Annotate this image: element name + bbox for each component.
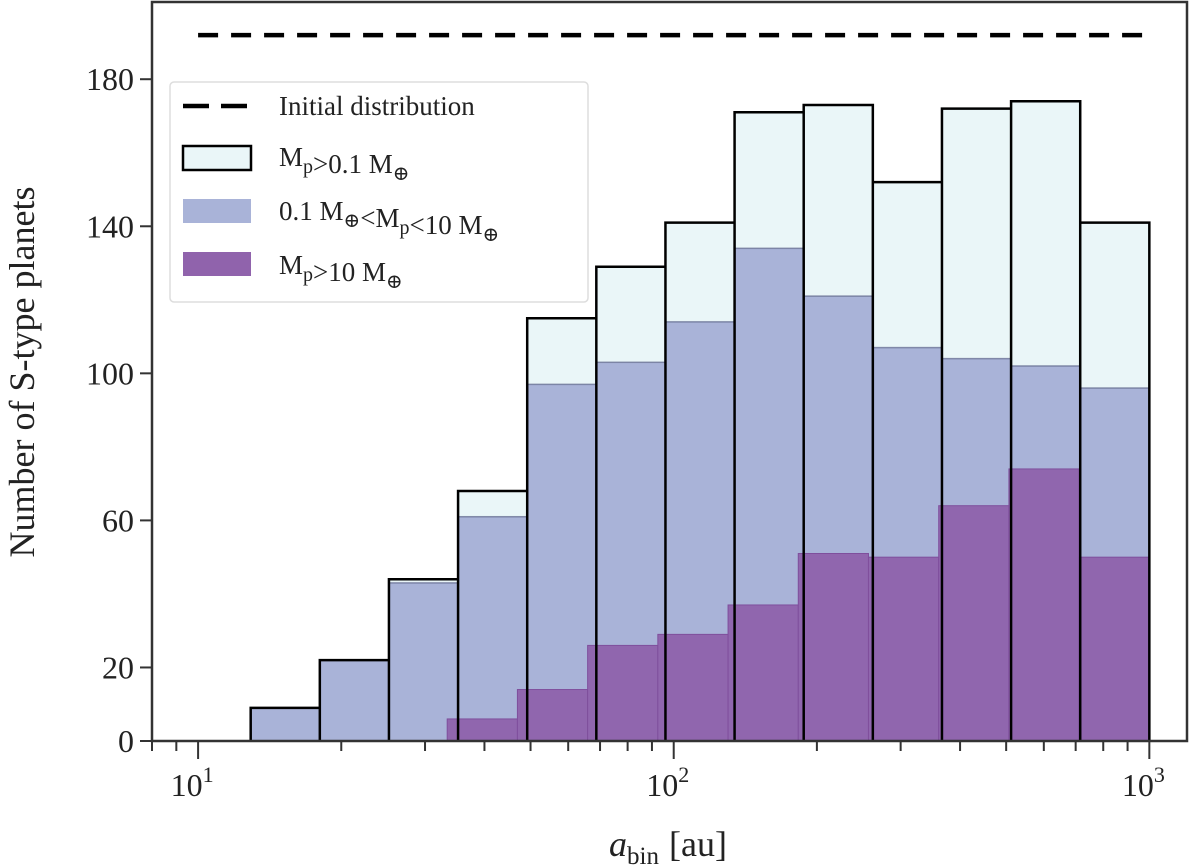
plot-frame xyxy=(150,0,1189,743)
bar-high xyxy=(938,505,1010,742)
legend: Initial distribution Mp>0.1 M⊕ 0.1 M⊕<Mp… xyxy=(169,81,589,303)
bar-mid xyxy=(457,515,528,742)
y-axis-title: Number of S-type planets xyxy=(2,187,42,558)
x-axis-title-unit: [au] xyxy=(669,824,727,864)
bar-mid xyxy=(319,659,390,742)
bar-high xyxy=(587,644,659,742)
legend-label-mid: 0.1 M⊕<Mp<10 M⊕ xyxy=(279,196,499,246)
y-tick-label: 60 xyxy=(102,502,134,538)
bar-mid xyxy=(249,707,321,742)
bar-mid xyxy=(526,383,598,742)
bar-mid xyxy=(388,582,459,742)
bar-high xyxy=(797,552,869,742)
legend-label-high: Mp>10 M⊕ xyxy=(279,250,403,293)
legend-label-total: Mp>0.1 M⊕ xyxy=(279,142,410,185)
x-axis-title-sub: bin xyxy=(627,843,659,868)
legend-swatch-total xyxy=(181,144,253,172)
bar-high xyxy=(1008,468,1080,742)
series-high-bars xyxy=(446,468,1150,742)
x-axis-title-var: a xyxy=(609,824,627,864)
y-tick-label: 0 xyxy=(118,723,134,759)
x-axis-title: abin [au] xyxy=(609,824,727,868)
bar-high xyxy=(727,604,799,742)
x-tick-label: 102 xyxy=(646,762,689,803)
bar-high xyxy=(657,633,729,742)
y-tick-label: 140 xyxy=(86,208,134,244)
x-tick-label: 101 xyxy=(171,762,214,803)
legend-swatch-high xyxy=(183,252,251,276)
legend-swatch-mid xyxy=(183,199,251,223)
y-axis-ticks: 0 20 60 100 140 180 xyxy=(86,61,152,759)
x-axis-ticks: 101 102 103 xyxy=(151,741,1165,803)
bar-high xyxy=(516,689,589,742)
bar-high xyxy=(867,556,940,742)
y-tick-label: 180 xyxy=(86,61,134,97)
y-tick-label: 100 xyxy=(86,355,134,391)
bar-high xyxy=(1078,556,1150,742)
x-tick-label: 103 xyxy=(1122,762,1165,803)
legend-label-initial: Initial distribution xyxy=(279,91,475,121)
series-total-outline xyxy=(249,100,1151,741)
y-tick-label: 20 xyxy=(102,649,134,685)
legend-box xyxy=(169,81,589,303)
